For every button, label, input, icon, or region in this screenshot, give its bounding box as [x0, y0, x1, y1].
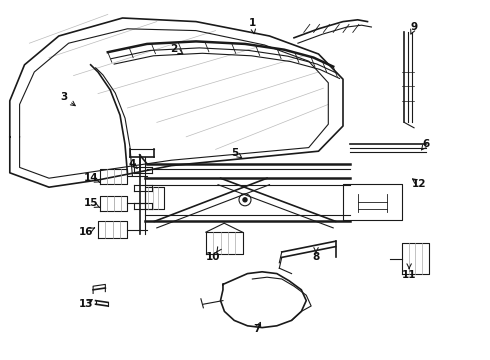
Text: 3: 3	[60, 92, 67, 102]
Text: 14: 14	[83, 173, 98, 183]
Text: 7: 7	[253, 324, 261, 334]
Text: 2: 2	[171, 44, 177, 54]
Text: 8: 8	[313, 252, 319, 262]
Text: 4: 4	[128, 159, 136, 169]
Text: 6: 6	[423, 139, 430, 149]
Text: 9: 9	[411, 22, 417, 32]
Text: 1: 1	[249, 18, 256, 28]
Text: 16: 16	[78, 227, 93, 237]
Text: 10: 10	[206, 252, 220, 262]
Text: 12: 12	[412, 179, 426, 189]
Text: 13: 13	[78, 299, 93, 309]
Text: 15: 15	[83, 198, 98, 208]
Text: 11: 11	[402, 270, 416, 280]
Text: 5: 5	[232, 148, 239, 158]
Circle shape	[243, 198, 247, 202]
